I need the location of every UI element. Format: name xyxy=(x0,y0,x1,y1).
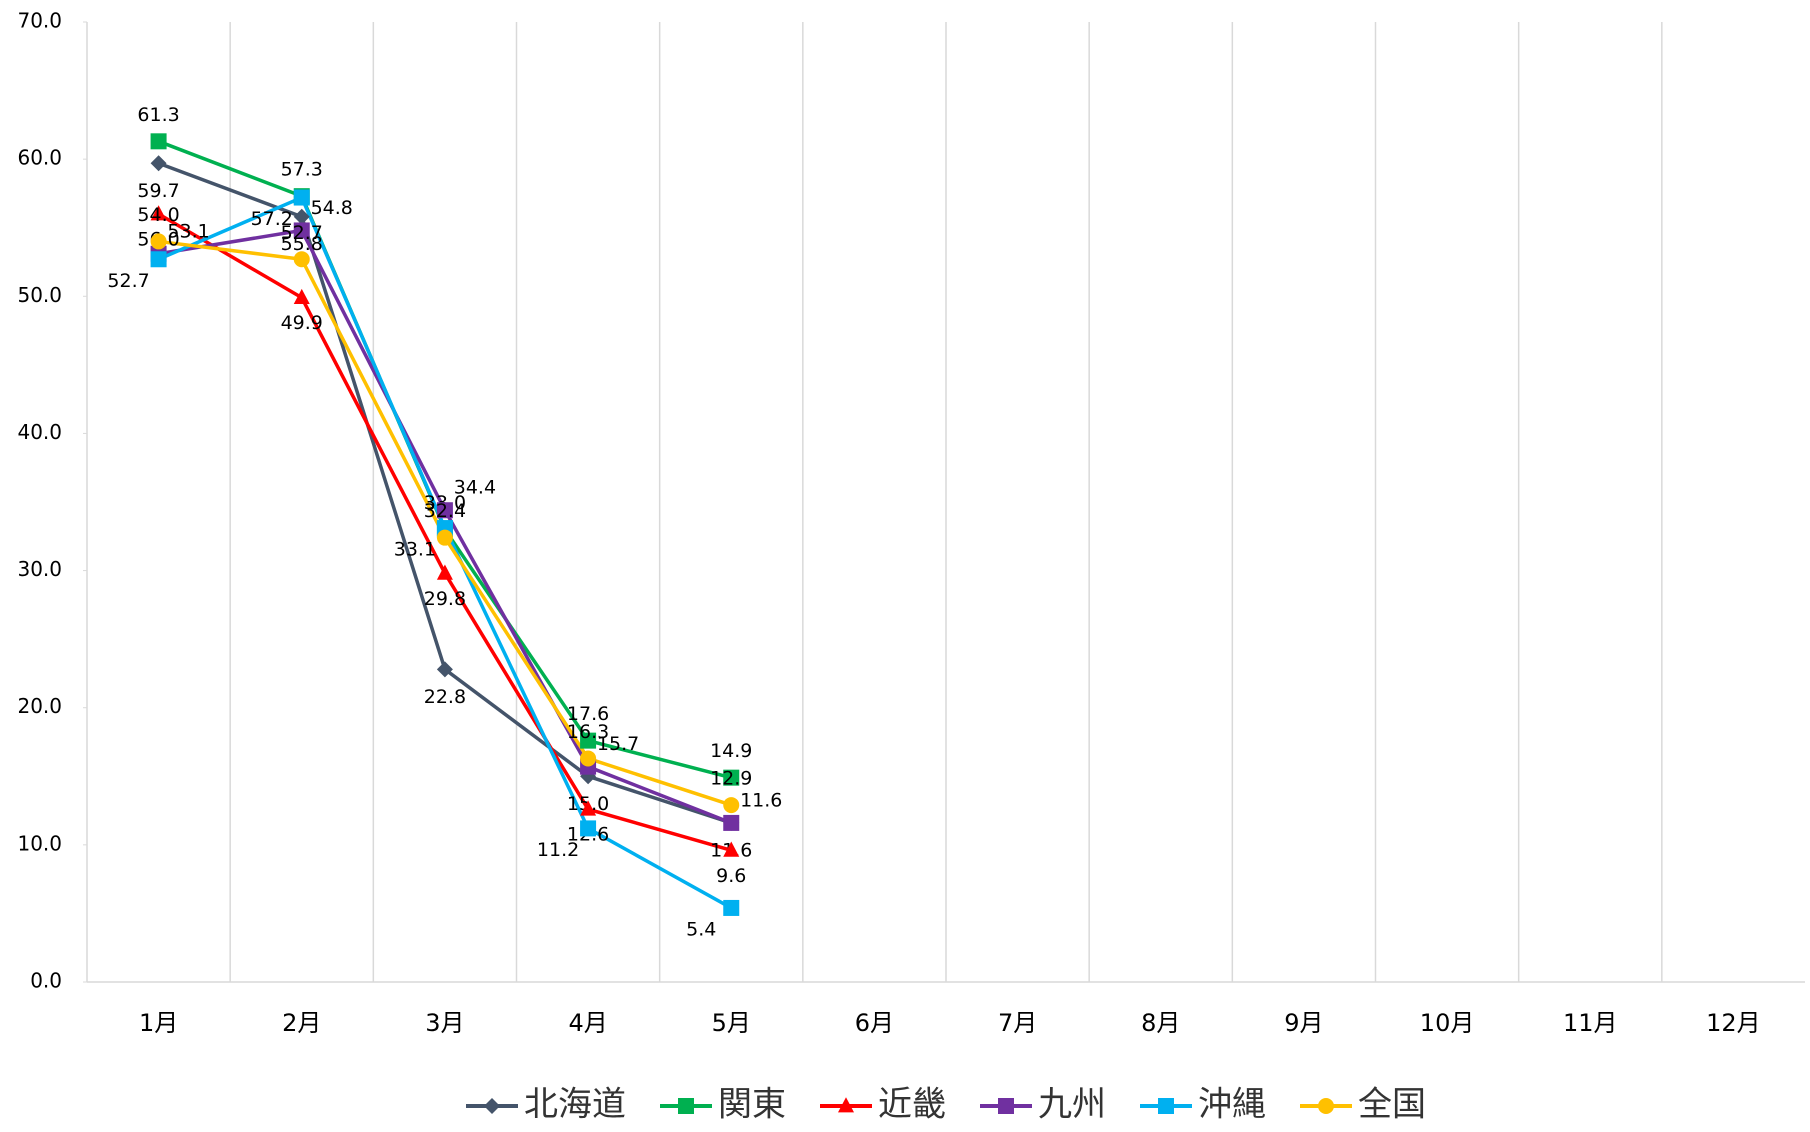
data-label: 57.2 xyxy=(251,208,293,230)
y-tick-label: 70.0 xyxy=(17,9,62,33)
marker xyxy=(580,820,597,837)
legend-item: 北海道 xyxy=(466,1085,626,1125)
x-tick-label: 8月 xyxy=(1141,1009,1180,1037)
marker xyxy=(293,189,310,206)
data-label: 12.9 xyxy=(710,768,752,790)
y-tick-label: 60.0 xyxy=(17,146,62,170)
marker xyxy=(678,1098,694,1114)
data-label: 5.4 xyxy=(686,918,716,940)
legend: 北海道 関東 近畿 九州 沖縄 全国 xyxy=(466,1085,1426,1125)
series-line xyxy=(157,139,732,780)
y-tick-label: 30.0 xyxy=(17,557,62,581)
data-label: 22.8 xyxy=(424,686,466,708)
marker xyxy=(723,797,740,814)
marker xyxy=(150,155,167,172)
data-label: 17.6 xyxy=(567,703,609,725)
marker xyxy=(580,750,597,767)
data-label: 11.2 xyxy=(537,839,579,861)
marker xyxy=(293,208,310,225)
x-tick-label: 3月 xyxy=(425,1009,464,1037)
legend-label: 沖縄 xyxy=(1198,1085,1266,1125)
x-tick-label: 4月 xyxy=(568,1009,607,1037)
marker xyxy=(1318,1098,1334,1114)
data-label: 54.0 xyxy=(137,204,179,226)
y-tick-label: 50.0 xyxy=(17,283,62,307)
data-label: 52.7 xyxy=(281,222,323,244)
marker xyxy=(998,1098,1014,1114)
legend-item: 沖縄 xyxy=(1140,1085,1266,1125)
marker xyxy=(723,841,740,857)
legend-item: 全国 xyxy=(1300,1085,1426,1125)
data-label: 55.8 xyxy=(281,233,323,255)
marker xyxy=(436,564,453,580)
y-tick-label: 0.0 xyxy=(30,969,62,993)
data-label: 49.9 xyxy=(281,312,323,334)
series-line xyxy=(157,195,733,910)
data-label: 11.6 xyxy=(740,789,782,811)
legend-item: 近畿 xyxy=(820,1085,946,1125)
legend-item: 九州 xyxy=(980,1085,1106,1125)
x-tick-label: 6月 xyxy=(855,1009,894,1037)
marker xyxy=(293,251,310,268)
legend-item: 関東 xyxy=(660,1085,786,1125)
marker xyxy=(150,133,167,150)
data-label: 61.3 xyxy=(137,104,179,126)
data-label: 33.1 xyxy=(394,539,436,561)
marker xyxy=(484,1098,500,1114)
data-label: 14.9 xyxy=(710,740,752,762)
marker xyxy=(293,288,310,305)
x-tick-label: 11月 xyxy=(1563,1009,1618,1037)
data-label: 52.7 xyxy=(107,270,149,292)
marker xyxy=(1158,1098,1174,1114)
data-label: 15.7 xyxy=(597,733,639,755)
marker xyxy=(293,222,310,239)
y-tick-label: 10.0 xyxy=(17,831,62,855)
marker xyxy=(580,732,597,749)
legend-label: 九州 xyxy=(1038,1085,1106,1125)
data-label: 9.6 xyxy=(716,865,746,887)
marker xyxy=(150,205,167,221)
x-tick-label: 9月 xyxy=(1284,1009,1323,1037)
y-tick-label: 20.0 xyxy=(17,694,62,718)
data-label: 34.4 xyxy=(454,477,496,499)
marker xyxy=(150,251,167,268)
marker xyxy=(723,899,740,916)
y-tick-label: 40.0 xyxy=(17,420,62,444)
x-tick-label: 5月 xyxy=(712,1009,751,1037)
data-label: 16.3 xyxy=(567,721,609,743)
data-label: 53.1 xyxy=(167,220,209,242)
marker xyxy=(436,661,453,678)
x-tick-label: 7月 xyxy=(998,1009,1037,1037)
data-label: 29.8 xyxy=(424,588,466,610)
legend-label: 全国 xyxy=(1358,1085,1426,1125)
marker xyxy=(580,800,597,816)
data-label: 57.3 xyxy=(281,159,323,181)
marker xyxy=(436,502,453,519)
x-tick-label: 1月 xyxy=(139,1009,178,1037)
x-tick-label: 10月 xyxy=(1420,1009,1475,1037)
legend-label: 関東 xyxy=(718,1085,786,1125)
x-tick-label: 12月 xyxy=(1706,1009,1761,1037)
marker xyxy=(838,1097,854,1113)
x-tick-label: 2月 xyxy=(282,1009,321,1037)
data-label: 32.4 xyxy=(424,500,466,522)
legend-label: 近畿 xyxy=(878,1085,946,1125)
data-label: 59.7 xyxy=(137,180,179,202)
data-label: 54.8 xyxy=(311,197,353,219)
marker xyxy=(436,529,453,546)
legend-label: 北海道 xyxy=(524,1085,626,1125)
marker xyxy=(150,233,167,250)
marker xyxy=(723,814,740,831)
marker xyxy=(723,769,740,786)
